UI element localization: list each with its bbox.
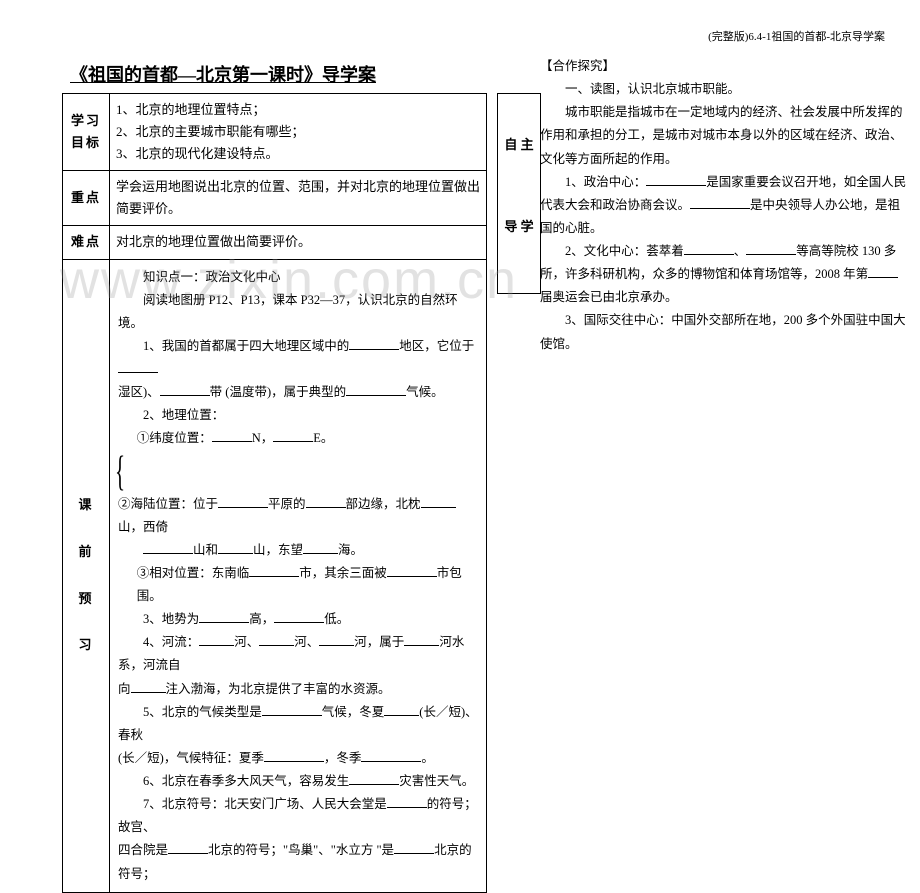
goals-label: 学习目标 xyxy=(63,94,110,171)
preview-content: 知识点一：政治文化中心 阅读地图册 P12、P13，课本 P32—37，认识北京… xyxy=(110,259,487,892)
goals-content: 1、北京的地理位置特点； 2、北京的主要城市职能有哪些； 3、北京的现代化建设特… xyxy=(110,94,487,171)
self-study-label: 自 主 导 学 xyxy=(497,93,541,294)
page-title: 《祖国的首都—北京第一课时》导学案 xyxy=(70,60,376,91)
difficulty-label: 难点 xyxy=(63,226,110,259)
difficulty-content: 对北京的地理位置做出简要评价。 xyxy=(110,226,487,259)
cooperation-content: 【合作探究】 一、读图，认识北京城市职能。 城市职能是指城市在一定地域内的经济、… xyxy=(540,55,910,356)
worksheet-table: 学习目标 1、北京的地理位置特点； 2、北京的主要城市职能有哪些； 3、北京的现… xyxy=(62,93,487,893)
preview-label: 课 前 预 习 xyxy=(63,259,110,892)
keypoint-content: 学会运用地图说出北京的位置、范围，并对北京的地理位置做出简要评价。 xyxy=(110,171,487,226)
keypoint-label: 重点 xyxy=(63,171,110,226)
brace-icon: { xyxy=(115,451,125,493)
header-note: (完整版)6.4-1祖国的首都-北京导学案 xyxy=(708,28,885,47)
